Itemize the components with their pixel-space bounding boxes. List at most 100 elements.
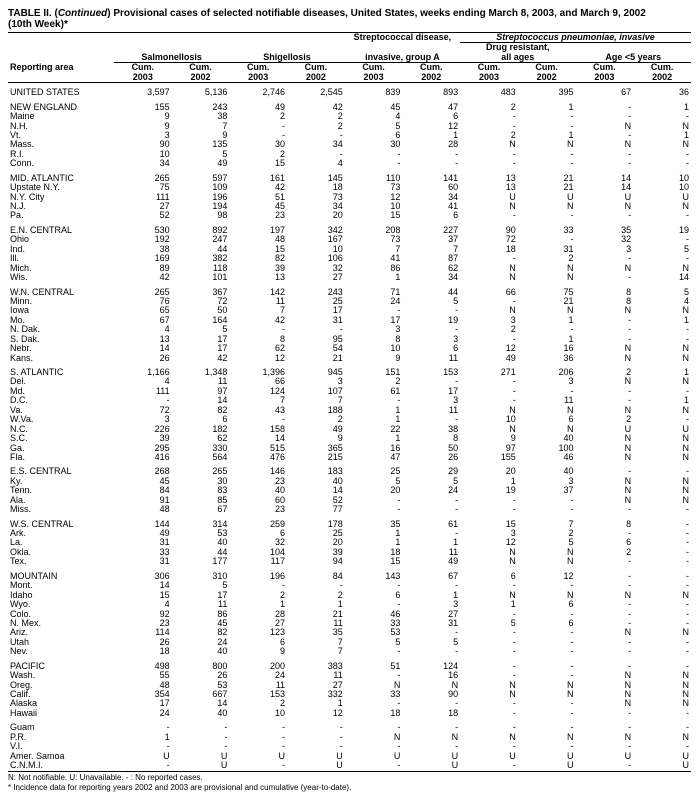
value-cell: 17 bbox=[114, 699, 172, 708]
value-cell: 48 bbox=[114, 681, 172, 690]
value-cell: 515 bbox=[229, 444, 287, 453]
value-cell: - bbox=[114, 718, 172, 732]
value-cell: 26 bbox=[402, 453, 460, 462]
value-cell: - bbox=[518, 628, 576, 637]
value-cell: - bbox=[575, 505, 633, 514]
value-cell: 153 bbox=[402, 363, 460, 377]
value-cell: 4 bbox=[287, 159, 345, 168]
value-cell: 15 bbox=[345, 557, 403, 566]
value-cell: 7 bbox=[345, 245, 403, 254]
value-cell: 87 bbox=[402, 254, 460, 263]
value-cell: 155 bbox=[460, 453, 518, 462]
value-cell: 23 bbox=[114, 619, 172, 628]
value-cell: N bbox=[633, 306, 691, 315]
value-cell: 9 bbox=[172, 131, 230, 140]
value-cell: 20 bbox=[287, 211, 345, 220]
col-cum-2003: Cum.2003 bbox=[345, 63, 403, 83]
value-cell: 259 bbox=[229, 515, 287, 529]
table-row: MOUNTAIN3063101968414367612-- bbox=[8, 567, 691, 581]
value-cell: 144 bbox=[114, 515, 172, 529]
value-cell: 5 bbox=[460, 619, 518, 628]
area-cell: Ariz. bbox=[8, 628, 114, 637]
value-cell: - bbox=[633, 567, 691, 581]
value-cell: 1 bbox=[518, 131, 576, 140]
value-cell: N bbox=[518, 202, 576, 211]
value-cell: 60 bbox=[402, 183, 460, 192]
value-cell: 7 bbox=[287, 647, 345, 656]
value-cell: - bbox=[518, 505, 576, 514]
value-cell: N bbox=[633, 591, 691, 600]
value-cell: - bbox=[172, 742, 230, 751]
value-cell: - bbox=[229, 718, 287, 732]
value-cell: - bbox=[345, 581, 403, 590]
value-cell: 7 bbox=[229, 396, 287, 405]
value-cell: - bbox=[460, 159, 518, 168]
value-cell: - bbox=[460, 496, 518, 505]
value-cell: 243 bbox=[172, 98, 230, 112]
value-cell: 45 bbox=[114, 477, 172, 486]
value-cell: - bbox=[633, 112, 691, 121]
value-cell: 65 bbox=[114, 306, 172, 315]
value-cell: 50 bbox=[172, 306, 230, 315]
area-cell: NEW ENGLAND bbox=[8, 98, 114, 112]
value-cell: N bbox=[575, 406, 633, 415]
value-cell: 124 bbox=[402, 657, 460, 671]
value-cell: 197 bbox=[229, 221, 287, 235]
area-cell: Iowa bbox=[8, 306, 114, 315]
hdr-salmonellosis: Salmonellosis bbox=[141, 53, 202, 62]
area-cell: W.S. CENTRAL bbox=[8, 515, 114, 529]
value-cell: 1 bbox=[345, 406, 403, 415]
value-cell: N bbox=[575, 591, 633, 600]
area-cell: Maine bbox=[8, 112, 114, 121]
value-cell: 1,166 bbox=[114, 363, 172, 377]
value-cell: 41 bbox=[402, 202, 460, 211]
value-cell: 35 bbox=[575, 221, 633, 235]
value-cell: U bbox=[460, 752, 518, 761]
value-cell: 118 bbox=[172, 264, 230, 273]
value-cell: 53 bbox=[172, 529, 230, 538]
value-cell: 33 bbox=[345, 619, 403, 628]
value-cell: 34 bbox=[402, 273, 460, 282]
value-cell: - bbox=[287, 718, 345, 732]
value-cell: 15 bbox=[114, 591, 172, 600]
value-cell: 6 bbox=[402, 344, 460, 353]
value-cell: - bbox=[518, 159, 576, 168]
area-cell: Vt. bbox=[8, 131, 114, 140]
value-cell: 20 bbox=[287, 538, 345, 547]
value-cell: U bbox=[287, 752, 345, 761]
value-cell: - bbox=[402, 581, 460, 590]
value-cell: N bbox=[633, 122, 691, 131]
value-cell: 153 bbox=[229, 690, 287, 699]
value-cell: - bbox=[460, 387, 518, 396]
value-cell: 10 bbox=[114, 150, 172, 159]
value-cell: 3 bbox=[402, 600, 460, 609]
value-cell: 145 bbox=[287, 169, 345, 183]
value-cell: - bbox=[229, 415, 287, 424]
value-cell: - bbox=[633, 718, 691, 732]
value-cell: 17 bbox=[172, 591, 230, 600]
table-row: N.J.2719445341041NNNN bbox=[8, 202, 691, 211]
area-cell: S. ATLANTIC bbox=[8, 363, 114, 377]
value-cell: 14 bbox=[287, 486, 345, 495]
value-cell: - bbox=[460, 254, 518, 263]
value-cell: 35 bbox=[287, 628, 345, 637]
table-row: Ga.295330515365165097100NN bbox=[8, 444, 691, 453]
value-cell: - bbox=[575, 325, 633, 334]
value-cell: - bbox=[518, 647, 576, 656]
value-cell: 13 bbox=[460, 169, 518, 183]
value-cell: - bbox=[575, 211, 633, 220]
value-cell: - bbox=[633, 462, 691, 476]
value-cell: 268 bbox=[114, 462, 172, 476]
value-cell: N bbox=[345, 733, 403, 742]
value-cell: 18 bbox=[114, 647, 172, 656]
value-cell: 8 bbox=[345, 335, 403, 344]
value-cell: 97 bbox=[460, 444, 518, 453]
area-cell: P.R. bbox=[8, 733, 114, 742]
table-row: Conn.3449154------ bbox=[8, 159, 691, 168]
value-cell: 31 bbox=[114, 557, 172, 566]
table-row: Nebr.141762541061216NN bbox=[8, 344, 691, 353]
area-cell: MID. ATLANTIC bbox=[8, 169, 114, 183]
value-cell: - bbox=[575, 610, 633, 619]
table-row: S. Dak.131789583-1-- bbox=[8, 335, 691, 344]
value-cell: - bbox=[518, 496, 576, 505]
